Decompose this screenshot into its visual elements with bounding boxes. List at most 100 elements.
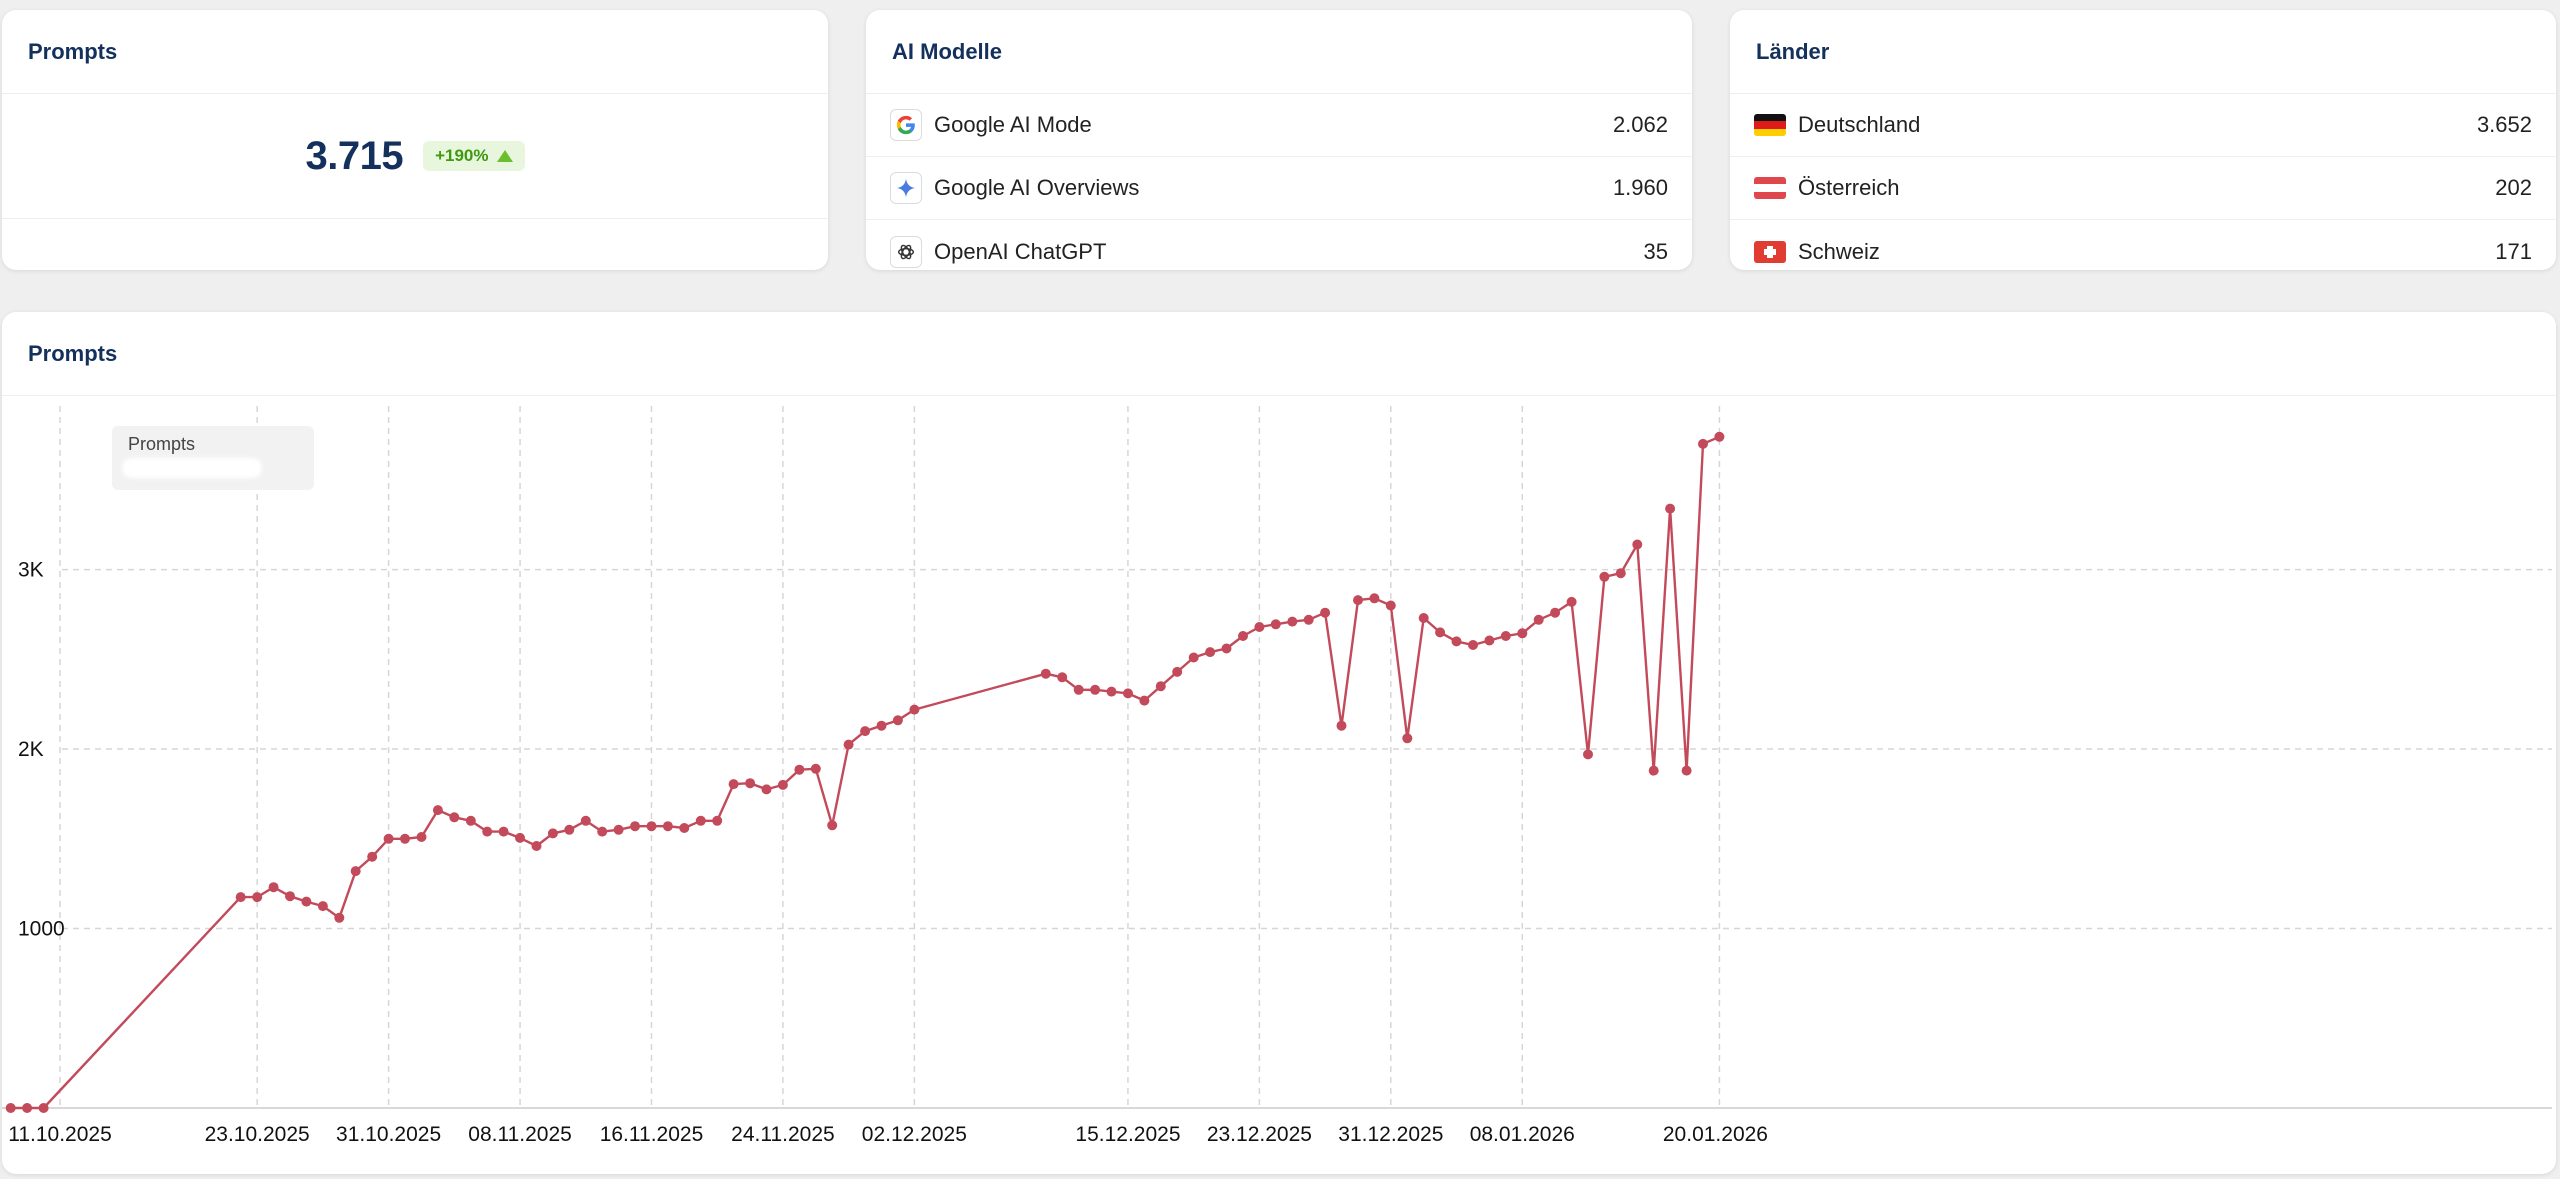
data-point [679,823,690,833]
data-point [1090,684,1101,695]
data-point [695,815,706,826]
data-point [810,763,821,774]
data-point [1402,733,1413,744]
data-point [876,720,887,731]
prompts-kpi-row: 3.715 +190% [2,94,828,219]
trend-up-icon [496,150,513,162]
data-point [712,815,723,826]
prompts-line-chart[interactable]: 11.10.2025 23.10.2025 31.10.2025 08.11.2025… [2,396,2556,1174]
data-point [1665,503,1676,514]
google-g-icon [890,109,922,141]
data-point [580,815,591,826]
model-row-google-ai-mode[interactable]: Google AI Mode 2.062 [866,94,1692,157]
prompts-summary-card: Prompts 3.715 +190% [2,10,828,270]
data-point [1484,635,1495,646]
series-line-prompts [10,435,1720,1110]
model-row-google-ai-overviews[interactable]: Google AI Overviews 1.960 [866,157,1692,220]
data-point [1435,627,1446,638]
data-point [630,821,640,832]
data-point [564,824,575,835]
country-value: 171 [2495,238,2532,264]
data-point [301,896,312,907]
model-label: Google AI Mode [934,112,1092,137]
data-point [268,882,279,893]
country-value: 202 [2495,175,2532,200]
chart-legend[interactable]: Prompts [112,426,314,490]
data-point [350,866,361,877]
data-point [1648,765,1659,776]
data-point [416,832,427,842]
country-row-oesterreich[interactable]: Österreich 202 [1730,157,2556,220]
ai-models-card: AI Modelle Google AI Mode 2.062 Google A… [866,10,1692,270]
x-tick-label: 16.11.2025 [600,1123,704,1146]
prompts-total-value: 3.715 [305,133,404,178]
data-point [1221,643,1232,654]
model-row-openai-chatgpt[interactable]: OpenAI ChatGPT 35 [866,220,1692,270]
data-point [1681,765,1692,776]
x-tick-label: 24.11.2025 [731,1123,835,1146]
data-point [1583,749,1593,760]
data-point [1599,571,1610,582]
data-point [482,826,493,837]
data-point [1698,438,1708,449]
y-tick-label: 2K [18,738,44,761]
data-point [1123,688,1133,699]
data-point [400,833,410,844]
country-row-schweiz[interactable]: Schweiz 171 [1730,220,2556,270]
data-point [1320,607,1331,618]
gemini-sparkle-icon [890,172,922,204]
data-point [1632,539,1643,550]
data-point [1139,695,1150,706]
data-point [22,1103,33,1113]
prompts-change-badge: +190% [423,141,525,171]
prompts-chart-card: Prompts 11.10.2025 23.10.2025 31.10.2025 08… [2,312,2556,1174]
country-value: 3.652 [2476,112,2532,137]
data-point [794,764,805,775]
data-point [367,851,378,862]
x-tick-label: 08.01.2026 [1470,1123,1575,1146]
data-point [646,821,657,832]
x-tick-label: 15.12.2025 [1075,1123,1180,1146]
data-point [1270,619,1281,630]
legend-redacted-value [122,458,262,478]
data-point [531,841,542,851]
model-value: 35 [1643,238,1668,264]
y-tick-label: 1000 [18,918,65,941]
data-point [1566,596,1577,607]
data-point [1385,600,1396,611]
data-point [597,826,608,837]
model-value: 2.062 [1612,112,1668,137]
data-point [843,739,854,750]
data-point [38,1103,49,1113]
chart-card-title: Prompts [2,312,2556,396]
data-point [662,821,673,832]
data-point [547,828,558,839]
data-point [1517,628,1528,639]
data-point [1155,681,1166,692]
data-point [1533,614,1544,625]
country-label: Österreich [1798,175,1900,200]
x-tick-label: 31.12.2025 [1338,1123,1443,1146]
data-point [285,891,295,902]
country-row-deutschland[interactable]: Deutschland 3.652 [1730,94,2556,157]
data-point [1073,684,1084,695]
model-value: 1.960 [1612,175,1668,200]
data-point [827,820,838,831]
openai-icon [890,235,922,268]
data-point [1353,595,1363,606]
data-point [728,779,739,790]
data-point [1468,640,1478,650]
data-point [613,824,624,835]
data-point [1615,568,1626,579]
x-tick-label: 23.12.2025 [1207,1123,1312,1146]
model-label: OpenAI ChatGPT [934,238,1107,264]
data-point [892,715,903,726]
data-point [1336,720,1347,731]
data-point [777,779,788,790]
legend-label: Prompts [128,434,196,454]
country-label: Deutschland [1798,112,1921,137]
x-tick-label: 31.10.2025 [336,1123,441,1146]
data-point [1369,593,1380,604]
data-point [1057,672,1068,683]
data-point [1418,613,1429,623]
